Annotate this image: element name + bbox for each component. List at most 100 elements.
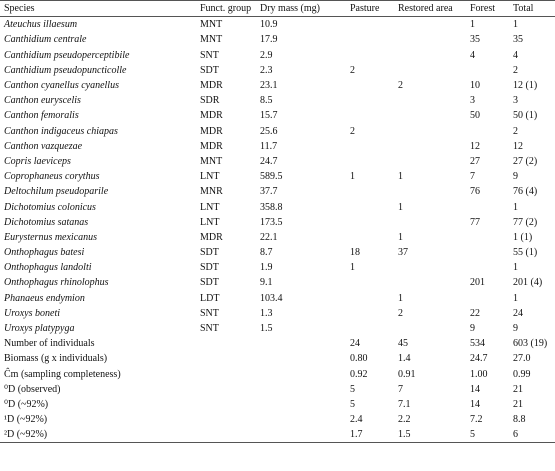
table-row: Ateuchus illaesum MNT 10.9 1 1 bbox=[0, 17, 555, 33]
table-cell: 1 bbox=[350, 262, 355, 274]
table-cell bbox=[346, 108, 394, 123]
table-row: Biomass (g x individuals) 0.80 1.4 24.7 27.0 bbox=[0, 351, 555, 366]
table-row: Copris laeviceps MNT 24.7 27 27 (2) bbox=[0, 154, 555, 169]
table-row: Phanaeus endymion LDT 103.4 1 1 bbox=[0, 291, 555, 306]
table-cell: SNT bbox=[200, 307, 219, 319]
table-row: ¹D (~92%) 2.4 2.2 7.2 8.8 bbox=[0, 412, 555, 427]
table-cell: 5 bbox=[470, 429, 475, 441]
table-cell bbox=[346, 199, 394, 214]
species-name: Uroxys platypyga bbox=[4, 323, 75, 335]
table-cell bbox=[346, 139, 394, 154]
metric-name: ⁰D (~92%) bbox=[4, 398, 49, 410]
table-cell: 4 bbox=[470, 49, 475, 61]
species-name: Uroxys boneti bbox=[4, 307, 61, 319]
table-cell bbox=[346, 275, 394, 290]
table-cell bbox=[394, 17, 466, 33]
table-cell: 35 bbox=[513, 34, 523, 46]
table-cell bbox=[346, 215, 394, 230]
table-cell: 0.91 bbox=[398, 368, 416, 380]
table-cell bbox=[196, 351, 256, 366]
table-cell: 10 bbox=[470, 80, 480, 92]
table-cell: 7.1 bbox=[398, 398, 411, 410]
table-cell: MNT bbox=[200, 155, 223, 167]
species-name: Canthidium pseudoperceptibile bbox=[4, 49, 130, 61]
table-cell: 76 (4) bbox=[513, 186, 538, 198]
table-cell bbox=[346, 154, 394, 169]
table-cell: MDR bbox=[200, 125, 223, 137]
table-cell: SNT bbox=[200, 323, 219, 335]
table-cell: 9 bbox=[513, 171, 518, 183]
table-cell: SDT bbox=[200, 262, 219, 274]
table-cell: 1.00 bbox=[470, 368, 488, 380]
table-cell: 37 bbox=[398, 247, 408, 259]
species-name: Copris laeviceps bbox=[4, 155, 71, 167]
table-cell bbox=[394, 124, 466, 139]
table-cell: 7 bbox=[470, 171, 475, 183]
table-cell: 15.7 bbox=[260, 110, 278, 122]
table-cell: 0.99 bbox=[513, 368, 531, 380]
table-cell: 0.80 bbox=[350, 353, 368, 365]
column-header: Forest bbox=[466, 0, 509, 18]
table-cell bbox=[394, 154, 466, 169]
table-cell: 12 bbox=[513, 140, 523, 152]
table-cell: 24 bbox=[350, 338, 360, 350]
table-cell: 27 bbox=[470, 155, 480, 167]
metric-name: ⁰D (observed) bbox=[4, 383, 61, 395]
table-cell: 2 bbox=[513, 125, 518, 137]
species-name: Ateuchus illaesum bbox=[4, 19, 78, 31]
table-cell bbox=[394, 93, 466, 108]
table-cell: 5 bbox=[350, 383, 355, 395]
species-name: Canthidium pseudopuncticolle bbox=[4, 64, 127, 76]
table-cell bbox=[394, 321, 466, 336]
species-name: Dichotomius colonicus bbox=[4, 201, 96, 213]
table-cell: 1.5 bbox=[260, 323, 273, 335]
metric-name: ¹D (~92%) bbox=[4, 414, 48, 426]
table-row: Onthophagus batesi SDT 8.7 18 37 55 (1) bbox=[0, 245, 555, 260]
table-cell: 25.6 bbox=[260, 125, 278, 137]
table-cell: 18 bbox=[350, 247, 360, 259]
table-cell: 1 bbox=[513, 262, 518, 274]
table-cell: MDR bbox=[200, 110, 223, 122]
species-name: Canthon femoralis bbox=[4, 110, 79, 122]
header-row: Species Funct. group Dry mass (mg) Pasture R… bbox=[0, 0, 555, 18]
table-cell: 4 bbox=[513, 49, 518, 61]
table-cell: LNT bbox=[200, 216, 220, 228]
table-cell: 50 bbox=[470, 110, 480, 122]
table-cell: 24.7 bbox=[470, 353, 488, 365]
table-cell bbox=[346, 321, 394, 336]
table-cell: 5 bbox=[350, 398, 355, 410]
table-row: ⁰D (observed) 5 7 14 21 bbox=[0, 382, 555, 397]
table-cell: 8.8 bbox=[513, 414, 526, 426]
table-cell bbox=[346, 291, 394, 306]
species-name: Deltochilum pseudoparile bbox=[4, 186, 109, 198]
table-cell: 21 bbox=[513, 383, 523, 395]
table-row: Uroxys boneti SNT 1.3 2 22 24 bbox=[0, 306, 555, 321]
table-cell: 1 bbox=[513, 19, 518, 31]
table-cell: 1.4 bbox=[398, 353, 411, 365]
species-name: Phanaeus endymion bbox=[4, 292, 85, 304]
table-cell bbox=[466, 291, 509, 306]
column-header: Funct. group bbox=[196, 0, 256, 18]
table-cell: SDT bbox=[200, 64, 219, 76]
table-row: Canthon euryscelis SDR 8.5 3 3 bbox=[0, 93, 555, 108]
metric-name: Biomass (g x individuals) bbox=[4, 353, 108, 365]
table-cell: 1.3 bbox=[260, 307, 273, 319]
table-cell: MDR bbox=[200, 80, 223, 92]
table-row: Canthon indigaceus chiapas MDR 25.6 2 2 bbox=[0, 124, 555, 139]
table-cell: 6 bbox=[513, 429, 518, 441]
table-cell bbox=[256, 397, 346, 412]
table-cell: 10.9 bbox=[260, 19, 278, 31]
table-cell bbox=[256, 336, 346, 351]
species-name: Canthidium centrale bbox=[4, 34, 87, 46]
table-cell: 50 (1) bbox=[513, 110, 538, 122]
table-cell: MNT bbox=[200, 19, 223, 31]
table-cell: 8.5 bbox=[260, 95, 273, 107]
table-cell bbox=[466, 124, 509, 139]
table-cell: 7 bbox=[398, 383, 403, 395]
table-cell: 9 bbox=[513, 323, 518, 335]
species-name: Canthon cyanellus cyanellus bbox=[4, 80, 119, 92]
table-cell: LNT bbox=[200, 201, 220, 213]
table-cell: LNT bbox=[200, 171, 220, 183]
table-row: Uroxys platypyga SNT 1.5 9 9 bbox=[0, 321, 555, 336]
